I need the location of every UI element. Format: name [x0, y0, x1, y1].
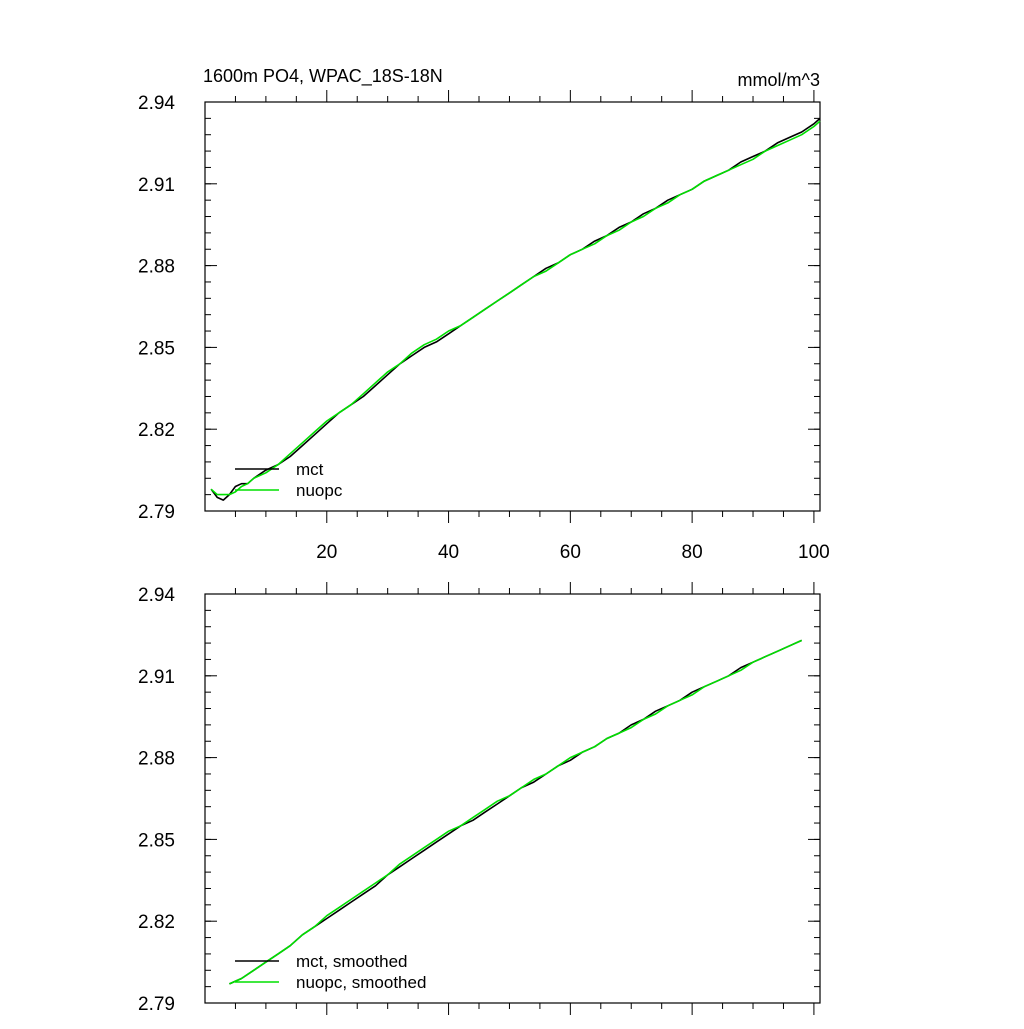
plot-frame	[204, 593, 821, 1004]
y-tick-label: 2.79	[138, 502, 175, 523]
y-tick-label: 2.85	[138, 830, 175, 851]
top-panel-marks: 2.79 2.82 2.85 2.88 2.91 2.94 20 40 60 80 100 mct nu…	[138, 90, 830, 563]
chart-title: 1600m PO4, WPAC_18S-18N	[203, 66, 443, 87]
series-line-nuopc	[210, 120, 821, 496]
x-tick-label: 60	[560, 542, 581, 563]
legend-label: mct, smoothed	[296, 952, 408, 971]
units-label: mmol/m^3	[738, 70, 820, 90]
top-panel: 1600m PO4, WPAC_18S-18N mmol/m^3 2.79 2.8…	[138, 66, 830, 563]
y-tick-label: 2.94	[138, 93, 175, 114]
y-tick-label: 2.88	[138, 749, 175, 770]
x-tick-label: 40	[438, 542, 459, 563]
legend-label: nuopc	[296, 481, 343, 500]
plot-frame	[204, 101, 821, 512]
bottom-panel-marks: 2.79 2.82 2.85 2.88 2.91 2.94 mct, smoothed nuo…	[138, 582, 821, 1015]
x-tick-label: 100	[798, 542, 830, 563]
y-tick-label: 2.91	[138, 667, 175, 688]
legend-label: nuopc, smoothed	[296, 973, 426, 992]
y-tick-label: 2.82	[138, 420, 175, 441]
y-tick-label: 2.94	[138, 585, 175, 606]
y-tick-label: 2.91	[138, 175, 175, 196]
x-tick-label: 20	[316, 542, 337, 563]
y-tick-label: 2.82	[138, 912, 175, 933]
bottom-panel: 2.79 2.82 2.85 2.88 2.91 2.94 mct, smoothed nuo…	[138, 582, 821, 1015]
y-tick-label: 2.85	[138, 338, 175, 359]
x-tick-label: 80	[682, 542, 703, 563]
legend-label: mct	[296, 460, 324, 479]
y-tick-label: 2.88	[138, 257, 175, 278]
y-tick-label: 2.79	[138, 994, 175, 1015]
series-line-nuopc-smoothed	[229, 639, 803, 985]
